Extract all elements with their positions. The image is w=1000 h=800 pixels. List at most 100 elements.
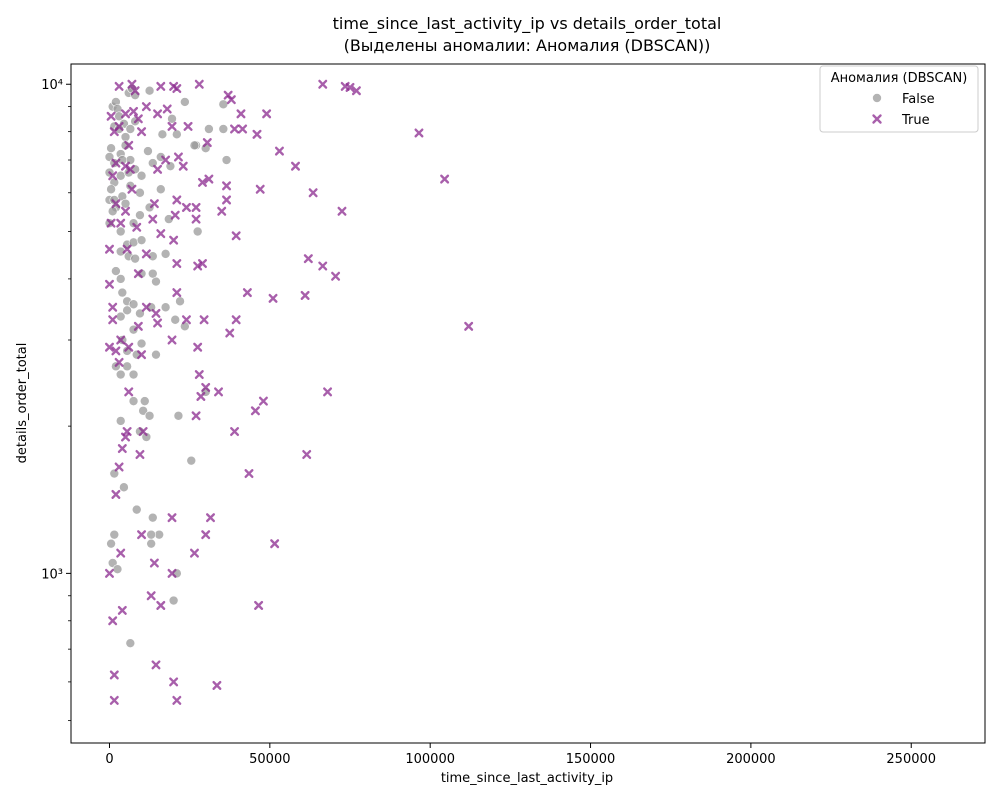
point-true xyxy=(270,539,280,549)
point-true xyxy=(178,161,188,171)
x-tick-label: 200000 xyxy=(726,752,776,767)
point-true xyxy=(138,427,148,437)
point-true xyxy=(135,449,145,459)
point-true xyxy=(111,199,121,209)
point-true xyxy=(153,109,163,119)
point-true xyxy=(231,315,241,325)
point-true xyxy=(230,427,240,437)
point-true xyxy=(137,530,147,540)
x-tick-label: 50000 xyxy=(249,752,290,767)
point-true xyxy=(172,288,182,298)
point-false xyxy=(167,113,177,124)
point-true xyxy=(116,218,126,228)
point-true xyxy=(116,548,126,558)
point-false xyxy=(119,482,129,493)
point-false xyxy=(120,198,131,209)
point-true xyxy=(149,199,159,209)
chart-title: time_since_last_activity_ip vs details_o… xyxy=(333,14,722,34)
point-false xyxy=(172,129,182,140)
point-true xyxy=(169,677,179,687)
point-true xyxy=(167,568,177,578)
point-true xyxy=(204,174,214,184)
y-tick-label: 10³ xyxy=(41,567,63,582)
legend: Аномалия (DBSCAN) False True xyxy=(819,65,979,133)
point-true xyxy=(201,530,211,540)
point-true xyxy=(258,396,268,406)
point-false xyxy=(164,214,174,224)
point-true xyxy=(351,86,361,96)
point-true xyxy=(169,235,179,245)
point-true xyxy=(191,411,201,421)
point-true xyxy=(148,214,158,224)
point-true xyxy=(146,591,156,601)
point-true xyxy=(318,261,328,271)
point-true xyxy=(132,222,142,232)
point-true xyxy=(194,79,204,89)
point-false xyxy=(130,253,140,264)
point-false xyxy=(136,170,147,181)
point-true xyxy=(108,171,118,181)
point-true xyxy=(181,202,191,212)
point-true xyxy=(268,293,278,303)
point-false xyxy=(135,210,145,220)
point-false xyxy=(106,143,116,154)
point-true xyxy=(214,387,224,397)
point-true xyxy=(172,84,182,94)
point-true xyxy=(244,469,254,479)
point-false xyxy=(143,146,153,156)
point-true xyxy=(318,79,328,89)
point-false xyxy=(131,504,142,515)
point-true xyxy=(193,261,203,271)
point-true xyxy=(274,146,284,156)
point-true xyxy=(238,124,248,134)
point-true xyxy=(217,206,227,216)
point-true xyxy=(222,195,232,205)
point-false xyxy=(139,396,150,406)
point-false xyxy=(122,305,132,316)
point-false xyxy=(112,564,123,574)
point-false xyxy=(218,124,229,134)
point-false xyxy=(109,529,120,540)
point-true xyxy=(230,124,240,134)
point-true xyxy=(300,290,310,300)
point-true xyxy=(173,152,183,162)
point-false xyxy=(192,226,203,237)
point-true xyxy=(194,370,204,380)
point-true xyxy=(290,161,300,171)
point-true xyxy=(124,342,134,352)
point-true xyxy=(122,244,132,254)
point-true xyxy=(151,660,161,670)
point-true xyxy=(133,114,143,124)
point-true xyxy=(114,462,124,472)
point-true xyxy=(117,444,127,454)
point-true xyxy=(193,342,203,352)
point-true xyxy=(106,218,116,228)
point-true xyxy=(255,184,265,194)
point-false xyxy=(115,274,126,284)
point-true xyxy=(121,109,131,119)
point-true xyxy=(183,121,193,131)
point-false xyxy=(115,170,126,181)
point-false xyxy=(136,338,147,349)
point-true xyxy=(170,210,180,220)
point-true xyxy=(124,387,134,397)
point-true xyxy=(129,106,139,116)
point-true xyxy=(137,350,147,360)
point-true xyxy=(153,164,163,174)
point-true xyxy=(345,82,355,92)
point-true xyxy=(114,121,124,131)
point-true xyxy=(226,95,236,105)
point-true xyxy=(111,158,121,168)
point-true xyxy=(141,302,151,312)
point-true xyxy=(114,81,124,91)
point-true xyxy=(108,315,118,325)
point-false xyxy=(125,638,136,648)
point-true xyxy=(156,229,166,239)
point-true xyxy=(191,202,201,212)
point-true xyxy=(236,109,246,119)
x-tick-label: 100000 xyxy=(405,752,455,767)
point-false xyxy=(154,529,164,540)
point-true xyxy=(303,254,313,264)
point-true xyxy=(108,616,118,626)
point-false xyxy=(160,302,171,313)
